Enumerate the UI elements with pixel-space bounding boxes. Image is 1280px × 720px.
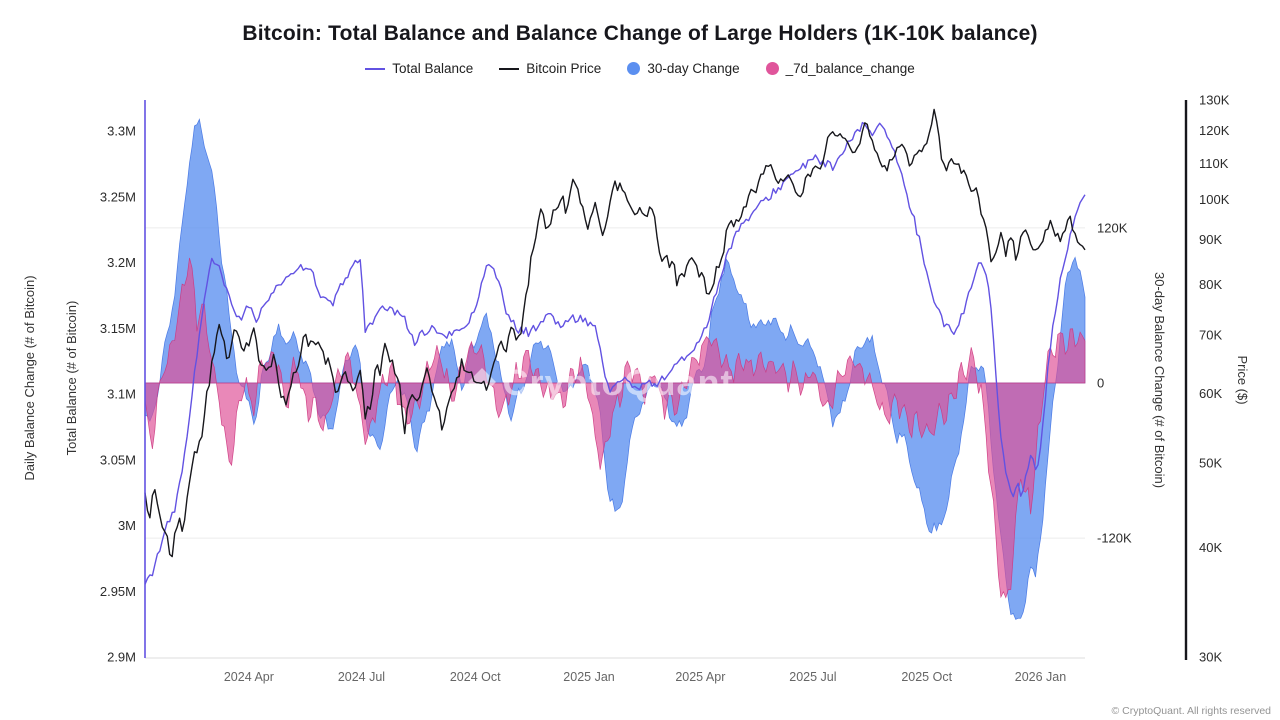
svg-text:2025 Apr: 2025 Apr — [675, 670, 725, 684]
svg-text:2026 Jan: 2026 Jan — [1015, 670, 1066, 684]
svg-text:2025 Jul: 2025 Jul — [789, 670, 836, 684]
svg-text:2025 Oct: 2025 Oct — [901, 670, 952, 684]
svg-text:2024 Jul: 2024 Jul — [338, 670, 385, 684]
svg-text:3.3M: 3.3M — [107, 124, 136, 139]
plot-area[interactable] — [145, 100, 1085, 657]
svg-text:80K: 80K — [1199, 277, 1222, 292]
legend-label: Bitcoin Price — [526, 61, 602, 76]
bitcoin-price-line-swatch — [499, 67, 520, 70]
svg-text:3M: 3M — [118, 518, 136, 533]
svg-text:90K: 90K — [1199, 232, 1222, 247]
svg-text:2024 Apr: 2024 Apr — [224, 670, 274, 684]
svg-text:70K: 70K — [1199, 328, 1222, 343]
copyright-note: © CryptoQuant. All rights reserved — [1111, 705, 1271, 717]
svg-text:Total Balance (# of Bitcoin): Total Balance (# of Bitcoin) — [64, 301, 79, 456]
legend-label: 30-day Change — [647, 61, 740, 76]
svg-text:100K: 100K — [1199, 192, 1230, 207]
svg-text:3.2M: 3.2M — [107, 255, 136, 270]
svg-text:110K: 110K — [1199, 156, 1229, 171]
svg-text:2.9M: 2.9M — [107, 650, 136, 665]
svg-text:60K: 60K — [1199, 386, 1222, 401]
legend-label: Total Balance — [392, 61, 474, 76]
series-line-total-balance — [144, 121, 1086, 585]
svg-text:Price ($): Price ($) — [1235, 355, 1250, 404]
legend-item-total-balance[interactable]: Total Balance — [365, 61, 473, 76]
chart-title: Bitcoin: Total Balance and Balance Chang… — [242, 22, 1038, 45]
svg-text:2.95M: 2.95M — [100, 584, 136, 599]
svg-text:120K: 120K — [1097, 220, 1128, 235]
svg-text:120K: 120K — [1199, 123, 1230, 138]
series-area-30day-change — [144, 118, 1086, 620]
total-balance-line-swatch — [365, 67, 386, 70]
svg-text:130K: 130K — [1199, 93, 1230, 108]
svg-text:30-day Balance Change (# of Bi: 30-day Balance Change (# of Bitcoin) — [1152, 272, 1167, 488]
svg-text:3.05M: 3.05M — [100, 452, 136, 467]
legend: Total Balance Bitcoin Price 30-day Chang… — [0, 61, 1280, 76]
axis-price: 130K 120K 110K 100K 90K 80K 70K 60K 50K 40K 30K — [1199, 93, 1230, 665]
svg-text:3.25M: 3.25M — [100, 189, 136, 204]
svg-text:50K: 50K — [1199, 455, 1222, 470]
svg-text:30K: 30K — [1199, 650, 1222, 665]
series-area-7d-balance-change — [144, 257, 1086, 599]
7d-balance-change-dot-swatch — [765, 62, 779, 75]
svg-text:2024 Oct: 2024 Oct — [450, 670, 501, 684]
svg-text:-120K: -120K — [1097, 531, 1132, 546]
svg-text:Daily Balance Change (# of Bit: Daily Balance Change (# of Bitcoin) — [22, 275, 37, 480]
legend-item-7d-balance-change[interactable]: _7d_balance_change — [765, 61, 915, 76]
axis-total-balance: 3.3M 3.25M 3.2M 3.15M 3.1M 3.05M 3M 2.95M 2.9M — [100, 124, 136, 665]
series-line-bitcoin-price — [144, 108, 1086, 558]
svg-text:3.15M: 3.15M — [100, 321, 136, 336]
svg-text:0: 0 — [1097, 376, 1104, 391]
svg-text:2025 Jan: 2025 Jan — [563, 670, 614, 684]
30day-change-dot-swatch — [627, 62, 641, 75]
legend-item-30day-change[interactable]: 30-day Change — [627, 61, 740, 76]
legend-item-bitcoin-price[interactable]: Bitcoin Price — [499, 61, 601, 76]
axis-titles: Daily Balance Change (# of Bitcoin) Total… — [22, 272, 1250, 488]
svg-text:3.1M: 3.1M — [107, 387, 136, 402]
svg-text:40K: 40K — [1199, 540, 1222, 555]
axis-30day-change: 120K 0 -120K — [1097, 220, 1132, 545]
legend-label: _7d_balance_change — [785, 61, 915, 76]
axis-x: 2024 Apr 2024 Jul 2024 Oct 2025 Jan 2025 Apr… — [224, 670, 1066, 684]
